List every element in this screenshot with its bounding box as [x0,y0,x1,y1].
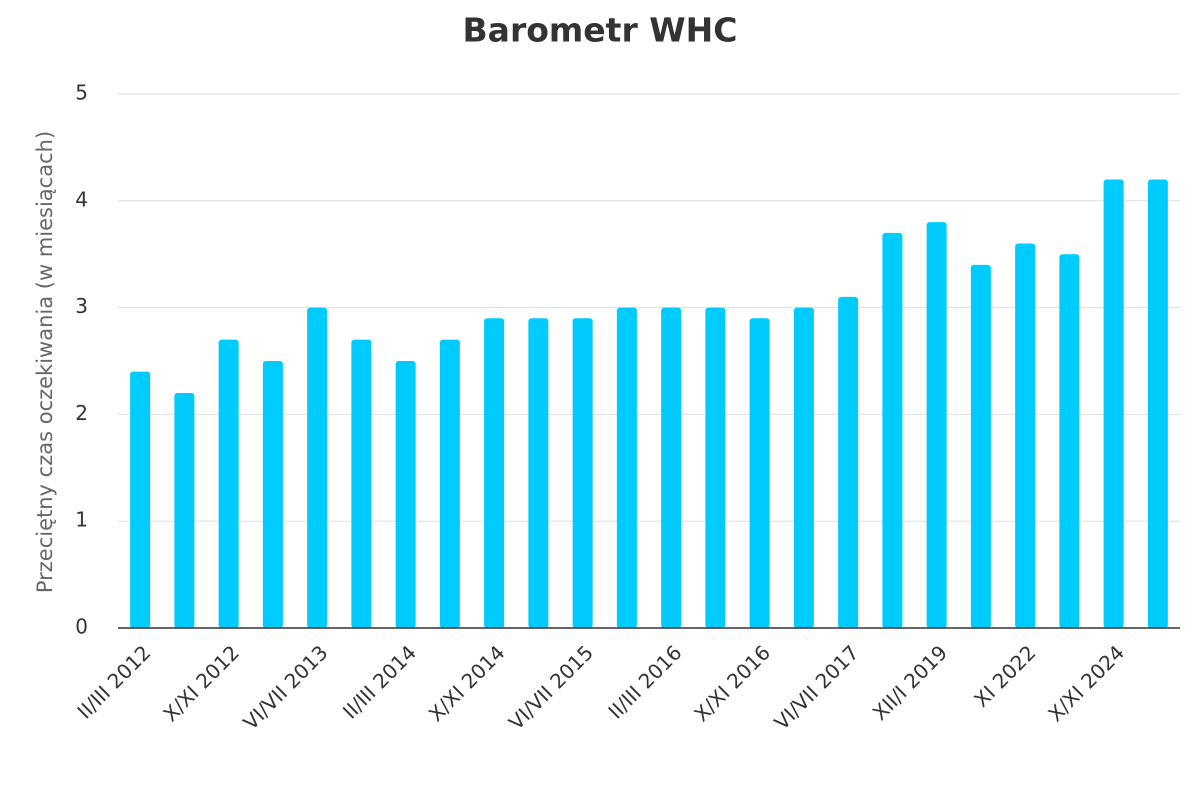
x-tick-label: VI/VII 2017 [769,640,863,734]
bar [218,339,239,628]
bar [661,307,682,628]
x-tick-label: II/III 2014 [338,640,421,723]
bar [130,371,151,628]
bar [749,318,770,628]
x-tick-label: VI/VII 2013 [238,640,332,734]
y-tick-label: 4 [75,187,88,211]
bar [572,318,593,628]
x-tick-label: XII/I 2019 [868,640,952,724]
bar [528,318,549,628]
y-axis-label: Przeciętny czas oczekiwania (w miesiącac… [33,131,57,593]
bar [705,307,726,628]
x-tick-label: X/XI 2016 [689,640,775,726]
bar [395,361,416,628]
bar [1059,254,1080,628]
bar [1147,179,1168,628]
x-tick-label: II/III 2012 [72,640,155,723]
y-tick-label: 1 [75,508,88,532]
x-tick-label: X/XI 2014 [424,640,510,726]
bar [351,339,372,628]
bar [793,307,814,628]
bar [174,393,195,628]
chart-title: Barometr WHC [463,11,738,50]
bar [926,222,947,628]
bar [1015,243,1036,628]
y-tick-label: 0 [75,615,88,639]
bar [307,307,328,628]
x-tick-label: II/III 2016 [603,640,686,723]
bar [616,307,637,628]
x-tick-label: X/XI 2024 [1043,640,1129,726]
y-tick-label: 2 [75,401,88,425]
bar [1103,179,1124,628]
bar [970,264,991,628]
y-tick-label: 5 [75,81,88,105]
bar [882,232,903,628]
x-tick-label: X/XI 2012 [158,640,244,726]
bar [439,339,460,628]
bar [262,361,283,628]
bar [484,318,505,628]
bar [838,296,859,628]
x-tick-label: VI/VII 2015 [504,640,598,734]
x-tick-label: XI 2022 [969,640,1040,711]
y-tick-label: 3 [75,294,88,318]
